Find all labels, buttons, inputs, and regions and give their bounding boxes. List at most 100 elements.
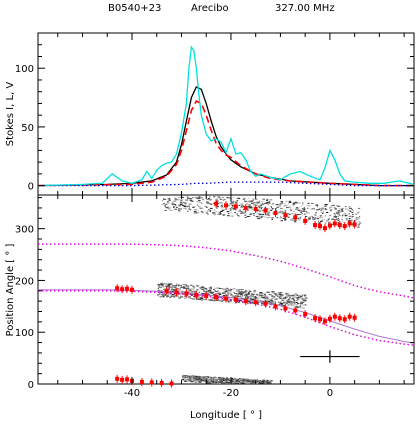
histogram-speck bbox=[197, 212, 200, 214]
histogram-speck bbox=[170, 295, 172, 297]
histogram-speck bbox=[196, 198, 200, 200]
histogram-speck bbox=[293, 300, 295, 302]
pa-point bbox=[313, 316, 318, 321]
histogram-speck bbox=[330, 206, 333, 208]
histogram-speck bbox=[255, 382, 259, 384]
histogram-speck bbox=[238, 215, 240, 217]
histogram-speck bbox=[170, 295, 174, 297]
histogram-speck bbox=[160, 283, 163, 285]
histogram-speck bbox=[357, 218, 361, 220]
histogram-speck bbox=[247, 293, 250, 295]
histogram-speck bbox=[211, 300, 214, 301]
pa-point-bottom bbox=[139, 379, 144, 384]
histogram-speck bbox=[245, 289, 247, 291]
histogram-speck bbox=[171, 289, 175, 291]
histogram-speck bbox=[227, 292, 229, 294]
histogram-speck bbox=[160, 293, 163, 295]
pa-point-bottom bbox=[125, 377, 130, 382]
histogram-speck bbox=[187, 196, 189, 198]
histogram-speck bbox=[286, 300, 289, 302]
histogram-speck bbox=[192, 206, 196, 207]
histogram-speck bbox=[195, 376, 199, 378]
histogram-speck bbox=[352, 214, 354, 215]
histogram-speck bbox=[166, 295, 169, 297]
histogram-speck bbox=[300, 295, 302, 297]
histogram-speck bbox=[281, 202, 284, 204]
histogram-speck bbox=[162, 296, 165, 298]
histogram-speck bbox=[196, 379, 198, 381]
histogram-speck bbox=[205, 291, 208, 293]
histogram-speck bbox=[295, 201, 297, 203]
histogram-speck bbox=[218, 293, 222, 295]
histogram-speck bbox=[304, 297, 308, 299]
histogram-speck bbox=[236, 301, 238, 303]
histogram-speck bbox=[178, 197, 180, 199]
histogram-speck bbox=[192, 294, 194, 296]
histogram-speck bbox=[251, 293, 253, 294]
histogram-speck bbox=[262, 381, 265, 383]
histogram-speck bbox=[241, 212, 243, 214]
histogram-speck bbox=[210, 292, 214, 294]
histogram-speck bbox=[333, 213, 336, 215]
histogram-speck bbox=[259, 382, 262, 384]
histogram-speck bbox=[345, 218, 348, 220]
pa-point bbox=[184, 291, 189, 296]
histogram-speck bbox=[218, 197, 222, 199]
histogram-speck bbox=[300, 211, 302, 213]
histogram-speck bbox=[267, 208, 271, 210]
histogram-speck bbox=[257, 381, 260, 383]
histogram-speck bbox=[214, 381, 216, 383]
histogram-speck bbox=[219, 383, 221, 384]
histogram-speck bbox=[241, 206, 244, 208]
histogram-speck bbox=[305, 208, 307, 210]
histogram-speck bbox=[256, 293, 258, 295]
histogram-speck bbox=[240, 378, 242, 380]
histogram-speck bbox=[231, 381, 234, 383]
histogram-speck bbox=[248, 379, 252, 381]
histogram-speck bbox=[351, 209, 353, 211]
histogram-speck bbox=[163, 198, 165, 200]
histogram-speck bbox=[300, 296, 303, 297]
histogram-speck bbox=[181, 290, 184, 292]
histogram-speck bbox=[248, 216, 251, 217]
histogram-speck bbox=[181, 197, 184, 198]
histogram-speck bbox=[190, 290, 192, 292]
histogram-speck bbox=[184, 379, 188, 381]
histogram-speck bbox=[199, 287, 202, 289]
histogram-speck bbox=[189, 288, 193, 290]
histogram-speck bbox=[157, 285, 161, 287]
histogram-speck bbox=[222, 214, 225, 216]
histogram-speck bbox=[246, 298, 249, 299]
histogram-speck bbox=[297, 306, 300, 308]
histogram-speck bbox=[204, 292, 207, 294]
histogram-speck bbox=[184, 377, 187, 379]
histogram-speck bbox=[232, 381, 235, 383]
histogram-speck bbox=[197, 378, 201, 380]
histogram-speck bbox=[282, 294, 284, 296]
histogram-speck bbox=[187, 205, 190, 207]
histogram-speck bbox=[227, 297, 230, 299]
histogram-speck bbox=[271, 302, 274, 304]
histogram-speck bbox=[240, 289, 243, 290]
histogram-speck bbox=[288, 295, 291, 297]
histogram-speck bbox=[227, 382, 230, 384]
histogram-speck bbox=[231, 296, 234, 298]
series-line-i bbox=[37, 86, 414, 187]
histogram-speck bbox=[266, 299, 268, 301]
histogram-speck bbox=[207, 290, 211, 292]
histogram-speck bbox=[238, 300, 240, 302]
histogram-speck bbox=[160, 282, 163, 284]
histogram-speck bbox=[299, 217, 301, 219]
histogram-speck bbox=[242, 209, 244, 211]
histogram-speck bbox=[169, 206, 171, 208]
histogram-speck bbox=[251, 293, 255, 295]
histogram-speck bbox=[349, 210, 352, 212]
pa-point bbox=[120, 287, 125, 292]
histogram-speck bbox=[208, 196, 211, 198]
histogram-speck bbox=[198, 196, 201, 197]
histogram-speck bbox=[269, 202, 271, 204]
histogram-speck bbox=[303, 213, 306, 215]
histogram-speck bbox=[220, 206, 224, 208]
histogram-speck bbox=[239, 299, 241, 301]
histogram-speck bbox=[247, 380, 250, 382]
